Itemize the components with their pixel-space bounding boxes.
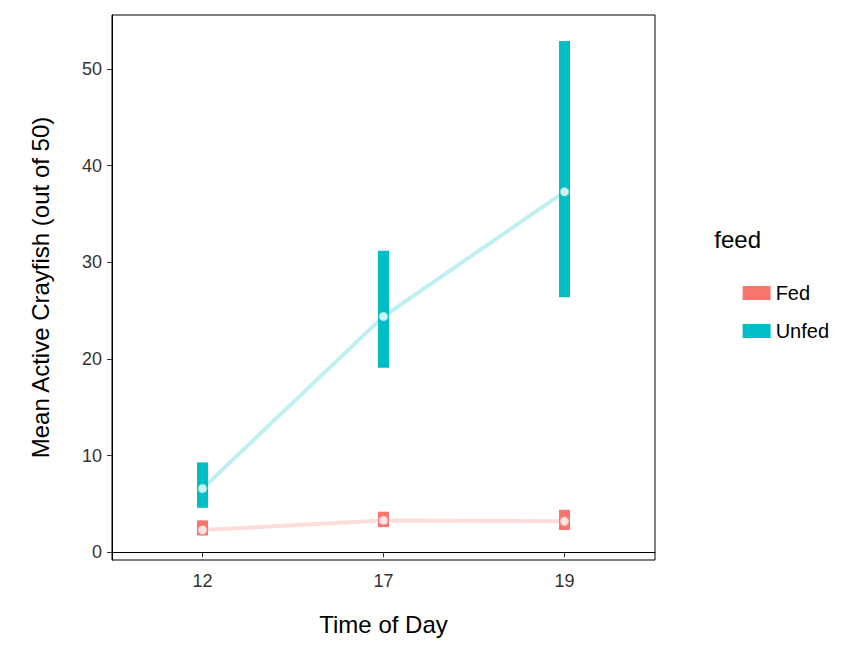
svg-text:19: 19: [554, 571, 574, 591]
svg-text:20: 20: [82, 349, 102, 369]
svg-text:Mean Active Crayfish (out of 5: Mean Active Crayfish (out of 50): [27, 117, 54, 458]
svg-text:Fed: Fed: [776, 282, 810, 304]
svg-text:Time of Day: Time of Day: [319, 611, 447, 638]
svg-text:feed: feed: [714, 226, 761, 253]
svg-text:17: 17: [373, 571, 393, 591]
svg-text:40: 40: [82, 156, 102, 176]
svg-text:30: 30: [82, 252, 102, 272]
svg-text:0: 0: [92, 542, 102, 562]
svg-text:Unfed: Unfed: [776, 320, 829, 342]
svg-text:12: 12: [192, 571, 212, 591]
svg-text:50: 50: [82, 59, 102, 79]
svg-text:10: 10: [82, 446, 102, 466]
